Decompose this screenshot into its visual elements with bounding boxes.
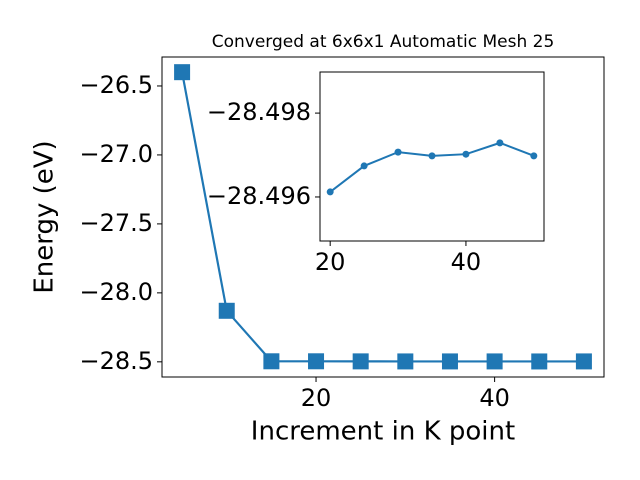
y-axis-label: Energy (eV) — [30, 140, 60, 293]
y-tick-label: −27.5 — [79, 209, 153, 237]
y-tick-label: −28.0 — [79, 278, 153, 306]
series-line — [181, 71, 584, 363]
marker — [441, 353, 458, 370]
marker — [530, 152, 538, 160]
chart-title: Converged at 6x6x1 Automatic Mesh 25 — [212, 32, 555, 52]
marker — [263, 353, 280, 370]
marker — [486, 353, 503, 370]
x-tick-label: 40 — [451, 248, 482, 276]
y-tick-label: −28.496 — [207, 182, 311, 210]
y-tick-label: −26.5 — [79, 71, 153, 99]
marker — [174, 64, 191, 81]
marker — [394, 148, 402, 156]
marker — [575, 353, 592, 370]
x-axis-label: Increment in K point — [251, 417, 515, 447]
y-tick-label: −28.5 — [79, 347, 153, 375]
x-tick-label: 20 — [315, 248, 346, 276]
marker — [531, 353, 548, 370]
y-tick-label: −27.0 — [79, 140, 153, 168]
marker — [326, 188, 334, 196]
x-tick-label: 20 — [301, 384, 332, 412]
marker — [360, 162, 368, 170]
marker — [397, 353, 414, 370]
marker — [462, 150, 470, 158]
marker — [428, 152, 436, 160]
x-tick-label: 40 — [479, 384, 510, 412]
marker — [218, 302, 235, 319]
marker — [496, 139, 504, 147]
marker — [308, 353, 325, 370]
y-tick-label: −28.498 — [207, 98, 311, 126]
marker — [352, 353, 369, 370]
